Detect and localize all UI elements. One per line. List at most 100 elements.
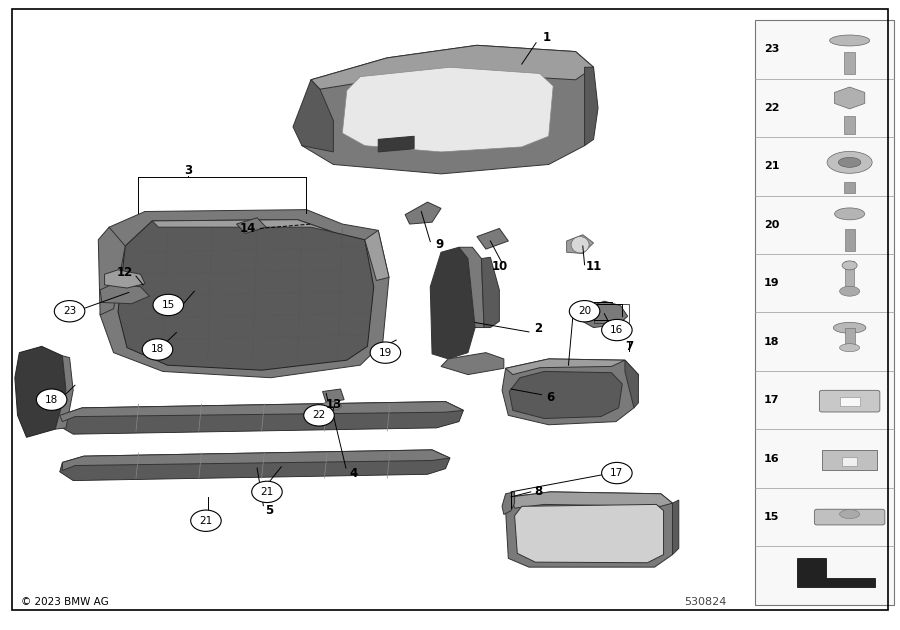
Polygon shape [567,235,594,253]
FancyBboxPatch shape [814,509,885,525]
Text: 16: 16 [610,325,624,335]
Text: 22: 22 [764,103,779,113]
Polygon shape [477,229,508,249]
Text: 20: 20 [578,306,591,316]
Text: 14: 14 [240,222,256,235]
Text: 19: 19 [764,278,779,289]
Polygon shape [293,80,333,152]
Polygon shape [59,401,464,421]
Polygon shape [302,45,594,174]
Circle shape [370,342,400,364]
Polygon shape [585,67,598,146]
Polygon shape [796,558,875,587]
Polygon shape [430,247,475,359]
Text: 2: 2 [534,323,542,335]
Polygon shape [509,372,622,418]
Text: 16: 16 [764,454,779,464]
Circle shape [570,301,599,322]
Polygon shape [342,67,554,152]
Text: 21: 21 [260,487,274,497]
Polygon shape [62,450,450,471]
Circle shape [142,339,173,360]
Text: 17: 17 [764,395,779,405]
Text: 9: 9 [435,238,444,251]
Text: 8: 8 [534,485,542,498]
Circle shape [153,294,184,316]
Text: 21: 21 [764,161,779,171]
Text: 17: 17 [610,468,624,478]
Polygon shape [459,247,484,328]
Ellipse shape [842,261,857,270]
Text: 530824: 530824 [684,597,726,607]
Polygon shape [511,492,672,508]
Ellipse shape [830,35,869,46]
Ellipse shape [833,323,866,333]
Polygon shape [14,346,66,437]
Polygon shape [104,270,145,288]
Polygon shape [580,301,627,328]
Bar [844,52,855,74]
Text: © 2023 BMW AG: © 2023 BMW AG [21,597,109,607]
Polygon shape [100,284,149,304]
Text: 4: 4 [349,467,357,479]
Polygon shape [55,356,73,429]
Bar [840,397,860,406]
Bar [844,116,855,134]
Text: 10: 10 [492,260,508,273]
Text: 6: 6 [546,391,554,404]
Ellipse shape [840,510,860,518]
Text: 13: 13 [325,398,341,411]
Ellipse shape [834,208,865,220]
Circle shape [252,481,283,503]
Polygon shape [100,210,389,378]
Polygon shape [405,202,441,224]
Polygon shape [98,227,125,315]
Circle shape [601,462,632,484]
Polygon shape [364,231,389,280]
Polygon shape [506,492,672,567]
Text: 21: 21 [199,516,212,525]
Text: 20: 20 [764,220,779,230]
Bar [844,182,855,193]
Bar [845,261,854,289]
Ellipse shape [572,237,590,253]
Circle shape [36,389,67,410]
Polygon shape [441,353,504,375]
Ellipse shape [840,286,860,296]
Polygon shape [57,401,464,434]
Bar [822,450,878,469]
Circle shape [54,301,85,322]
Text: 23: 23 [63,306,76,316]
Text: 23: 23 [764,45,779,54]
Polygon shape [118,220,374,370]
Text: 5: 5 [265,504,273,517]
Text: 3: 3 [184,164,192,177]
Bar [755,20,894,605]
Polygon shape [322,389,344,403]
Polygon shape [152,220,333,232]
Text: 12: 12 [117,266,133,279]
Ellipse shape [827,151,872,173]
Bar [844,328,855,350]
Ellipse shape [321,401,341,410]
Text: 18: 18 [45,394,58,404]
Polygon shape [672,500,679,554]
Polygon shape [310,45,594,89]
Polygon shape [515,505,663,563]
Text: 18: 18 [764,336,779,346]
Text: 1: 1 [543,32,551,44]
Text: 15: 15 [162,300,175,310]
Text: 15: 15 [764,512,779,522]
Polygon shape [834,87,865,109]
Circle shape [601,319,632,341]
Polygon shape [378,136,414,152]
Text: 11: 11 [585,260,602,273]
FancyBboxPatch shape [819,391,880,412]
Polygon shape [59,450,450,481]
Polygon shape [625,360,638,408]
Bar [842,457,857,466]
Text: 7: 7 [626,340,634,353]
Text: 18: 18 [151,345,164,355]
Polygon shape [502,359,638,425]
Bar [594,304,629,323]
